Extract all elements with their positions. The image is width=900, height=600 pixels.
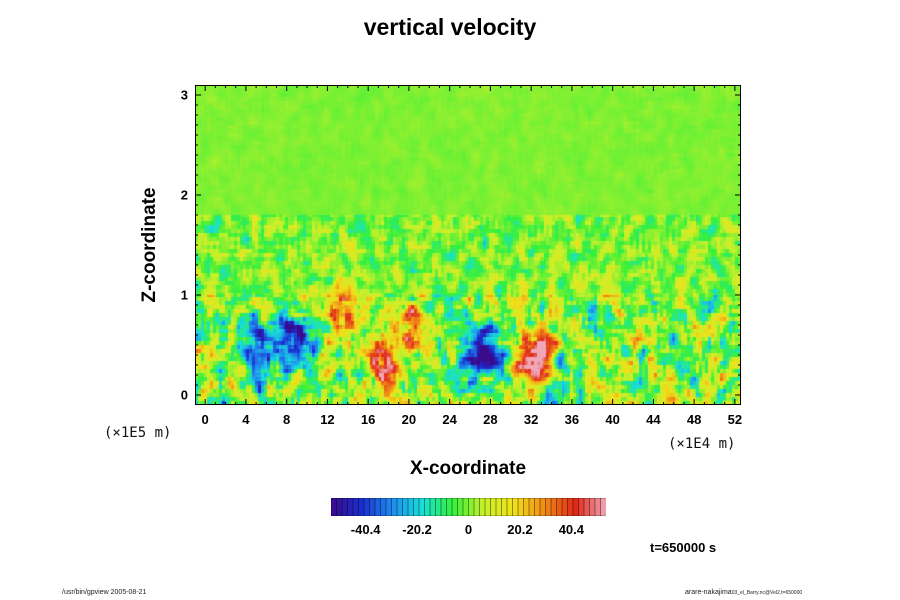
colorbar-swatch [424, 497, 431, 517]
colorbar-swatch [479, 497, 486, 517]
colorbar-swatch [517, 497, 525, 517]
heatmap-plot [195, 85, 741, 405]
colorbar-swatch [369, 497, 376, 517]
colorbar-swatch [391, 497, 398, 517]
colorbar-swatch [484, 497, 492, 517]
y-scale-note: (×1E5 m) [104, 425, 172, 441]
colorbar-swatch [545, 497, 552, 517]
colorbar-swatch [572, 497, 580, 517]
colorbar-swatch [512, 497, 519, 517]
x-tick-label: 48 [686, 412, 702, 427]
colorbar-swatch [539, 497, 547, 517]
colorbar-swatch [550, 497, 558, 517]
colorbar-swatch [347, 497, 354, 517]
plot-border [195, 85, 741, 405]
colorbar-swatch [446, 497, 453, 517]
colorbar-swatch [468, 497, 475, 517]
colorbar-tick-label: -40.4 [350, 522, 381, 537]
colorbar-swatch [462, 497, 470, 517]
y-tick-label: 3 [180, 87, 188, 103]
x-tick-label: 8 [283, 412, 291, 427]
footer-left: /usr/bin/gpview 2005-08-21 [62, 589, 147, 596]
y-tick-label: 1 [180, 287, 188, 303]
colorbar-swatch [501, 497, 508, 517]
plot-frame [195, 85, 741, 405]
colorbar-swatch [600, 497, 607, 517]
colorbar-swatch [330, 497, 338, 517]
heatmap-field [195, 85, 741, 405]
colorbar-swatch [435, 497, 442, 517]
colorbar-swatch [594, 497, 602, 517]
colorbar-tick-label: -20.2 [402, 522, 432, 537]
colorbar-swatch [506, 497, 514, 517]
colorbar-swatch [336, 497, 343, 517]
colorbar-swatch [528, 497, 536, 517]
colorbar-swatch [363, 497, 371, 517]
footer-right-main: arare-nakajima [685, 589, 732, 596]
x-tick-label: 12 [320, 412, 335, 427]
x-tick-label: 20 [401, 412, 417, 427]
x-scale-note: (×1E4 m) [668, 436, 736, 452]
x-tick-label: 40 [605, 412, 620, 427]
colorbar-swatch [490, 497, 497, 517]
footer-right: arare-nakajima03_el_Barry.nc@Vel2,t=6500… [685, 589, 802, 596]
colorbar-swatch [352, 497, 360, 517]
x-tick-label: 16 [360, 412, 376, 427]
footer-right-sub: 03_el_Barry.nc@Vel2,t=650000 [731, 590, 803, 596]
colorbar-swatch [451, 497, 459, 517]
x-axis-label: X-coordinate [409, 458, 527, 479]
colorbar-swatch [402, 497, 409, 517]
y-tick-label: 2 [180, 187, 188, 203]
x-tick-label: 4 [242, 412, 250, 427]
colorbar-swatch [561, 497, 569, 517]
colorbar-swatch [583, 497, 591, 517]
colorbar-swatch [380, 497, 387, 517]
x-tick-label: 52 [727, 412, 743, 427]
time-annotation: t=650000 s [650, 540, 717, 555]
colorbar-tick-label: 0 [464, 522, 473, 537]
colorbar-swatch [534, 497, 541, 517]
colorbar-tick-label: 20.2 [507, 522, 533, 537]
colorbar-swatch [374, 497, 382, 517]
colorbar-swatch [589, 497, 596, 517]
chart-title: vertical velocity [363, 14, 537, 40]
colorbar-swatch [578, 497, 585, 517]
colorbar-swatch [523, 497, 530, 517]
colorbar-swatches [330, 497, 607, 517]
colorbar-swatch [495, 497, 503, 517]
x-tick-label: 44 [646, 412, 661, 427]
colorbar-swatch [385, 497, 393, 517]
colorbar-swatch [341, 497, 349, 517]
colorbar-swatch [440, 497, 448, 517]
colorbar-swatch [358, 497, 365, 517]
colorbar-swatch [413, 497, 420, 517]
x-tick-label: 24 [442, 412, 457, 427]
colorbar-swatch [396, 497, 404, 517]
x-tick-label: 32 [523, 412, 539, 427]
x-tick-label: 36 [564, 412, 580, 427]
colorbar-swatch [418, 497, 426, 517]
colorbar-swatch [407, 497, 415, 517]
colorbar-swatch [567, 497, 574, 517]
colorbar-swatch [473, 497, 481, 517]
colorbar-tick-label: 40.4 [558, 522, 585, 537]
colorbar-swatch [457, 497, 464, 517]
x-tick-label: 28 [483, 412, 498, 427]
colorbar-swatch [429, 497, 437, 517]
y-tick-label: 0 [180, 387, 188, 403]
colorbar-swatch [556, 497, 563, 517]
x-tick-label: 0 [201, 412, 209, 427]
colorbar [330, 497, 607, 517]
